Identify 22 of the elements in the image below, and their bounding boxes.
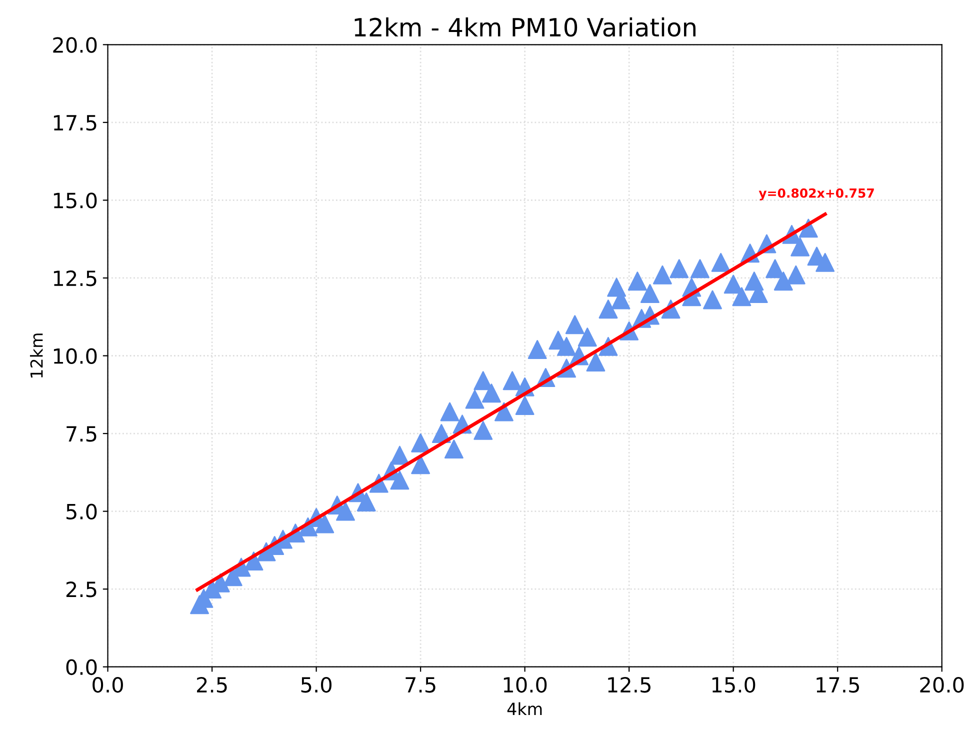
- chart-title: 12km - 4km PM10 Variation: [354, 17, 696, 37]
- x-axis-title: 4km: [507, 702, 542, 715]
- x-tick-label: 0.0: [92, 676, 123, 693]
- x-tick-label: 5.0: [301, 676, 332, 693]
- y-tick-label: 15.0: [54, 192, 97, 208]
- y-tick-label: 20.0: [53, 37, 97, 53]
- y-axis-title: 12km: [30, 334, 43, 378]
- x-tick-label: 10.0: [504, 676, 547, 693]
- x-tick-label: 2.5: [197, 676, 227, 693]
- y-tick-label: 12.5: [54, 270, 96, 286]
- y-tick-label: 17.5: [54, 115, 96, 131]
- annotation: y=0.802x+0.757: [758, 188, 874, 200]
- x-tick-label: 15.0: [712, 676, 756, 693]
- y-tick-label: 0.0: [66, 659, 97, 676]
- y-tick-label: 2.5: [66, 582, 96, 598]
- y-tick-label: 10.0: [54, 348, 97, 364]
- x-tick-label: 17.5: [816, 677, 859, 693]
- x-tick-label: 12.5: [608, 676, 650, 693]
- x-tick-label: 7.5: [406, 677, 436, 693]
- y-tick-label: 7.5: [66, 426, 96, 442]
- y-tick-label: 5.0: [66, 504, 97, 520]
- x-tick-label: 20.0: [920, 676, 964, 693]
